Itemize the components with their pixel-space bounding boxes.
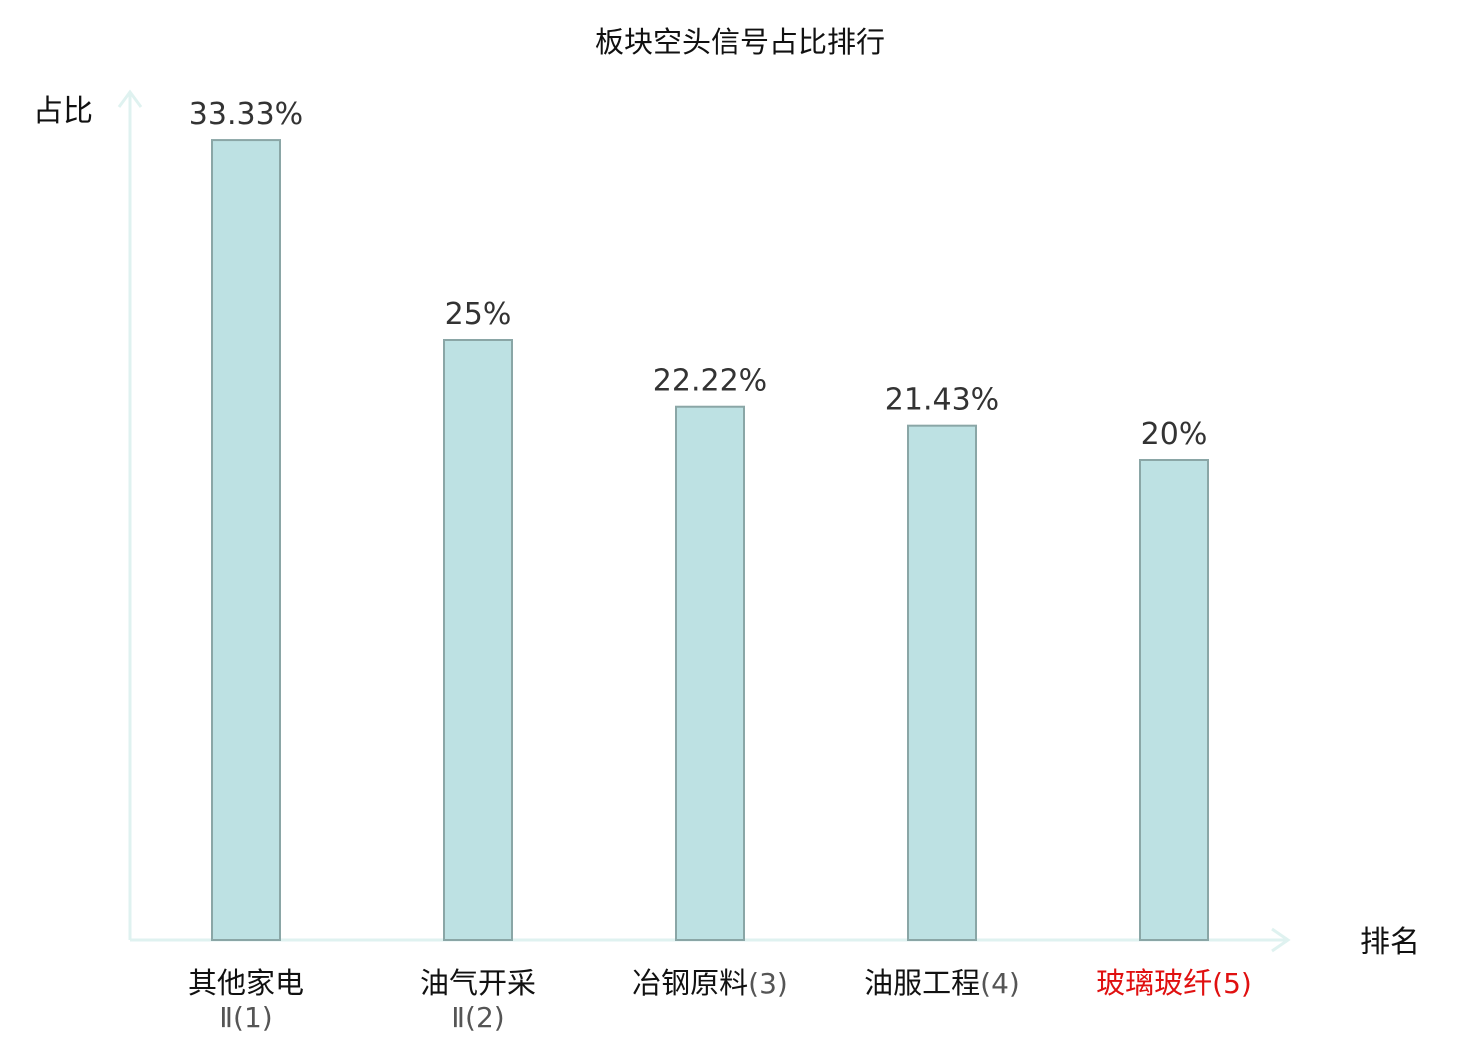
category-suffix-2: Ⅱ(2) xyxy=(451,1001,504,1034)
category-suffix-4: (4) xyxy=(980,967,1020,1000)
chart-title: 板块空头信号占比排行 xyxy=(595,25,885,59)
x-axis-label: 排名 xyxy=(1360,925,1420,960)
category-suffix-3: (3) xyxy=(748,967,788,1000)
bar-4 xyxy=(907,424,977,941)
category-label-1: 其他家电 Ⅱ(1) xyxy=(188,966,304,1034)
y-axis-label: 占比 xyxy=(33,94,93,129)
category-label-4: 油服工程(4) xyxy=(864,966,1020,1000)
category-name-1: 其他家电 xyxy=(188,966,304,1000)
category-label-2: 油气开采 Ⅱ(2) xyxy=(420,966,536,1034)
category-suffix-5: (5) xyxy=(1212,967,1252,1000)
bar-1 xyxy=(211,139,281,941)
bar-2 xyxy=(443,339,513,941)
category-labels-group: 其他家电 Ⅱ(1) 油气开采 Ⅱ(2) 冶钢原料(3) 油服工程(4) 玻璃玻纤(5) xyxy=(188,966,1252,1034)
y-axis xyxy=(117,89,143,940)
category-name-3: 冶钢原料 xyxy=(632,966,748,1000)
category-label-5: 玻璃玻纤(5) xyxy=(1096,966,1252,1000)
value-label-3: 22.22% xyxy=(653,364,767,399)
category-suffix-1: Ⅱ(1) xyxy=(219,1001,272,1034)
category-name-4: 油服工程 xyxy=(864,966,980,1000)
value-label-5: 20% xyxy=(1141,417,1208,452)
category-name-2: 油气开采 xyxy=(420,966,536,1000)
bar-5 xyxy=(1139,459,1209,941)
category-name-5: 玻璃玻纤 xyxy=(1096,966,1212,1000)
value-labels-group: 33.33% 25% 22.22% 21.43% 20% xyxy=(189,97,1208,452)
category-label-3: 冶钢原料(3) xyxy=(632,966,788,1000)
bar-3 xyxy=(675,405,745,942)
bars-group xyxy=(211,139,1209,942)
value-label-2: 25% xyxy=(445,297,512,332)
value-label-4: 21.43% xyxy=(885,383,999,418)
value-label-1: 33.33% xyxy=(189,97,303,132)
